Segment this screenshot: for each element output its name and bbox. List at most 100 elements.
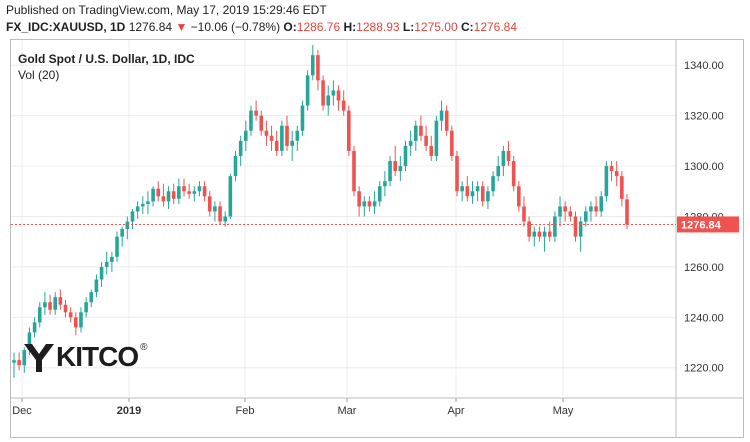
candle-body — [213, 206, 217, 212]
x-tick-label: Feb — [236, 405, 255, 417]
candle-body — [475, 186, 480, 192]
candle-body — [532, 231, 537, 237]
candle-body — [269, 135, 274, 141]
candle-body — [104, 261, 109, 267]
published-line: Published on TradingView.com, May 17, 20… — [6, 3, 327, 17]
candle-body — [424, 135, 428, 146]
candle-body — [511, 161, 516, 187]
candle-body — [99, 266, 104, 280]
candle-body — [115, 236, 119, 257]
candle-body — [413, 125, 418, 141]
candle-body — [274, 140, 279, 151]
candle-body — [187, 191, 191, 194]
candle-body — [347, 110, 351, 151]
candle-body — [197, 186, 202, 192]
candle-body — [609, 166, 614, 172]
candle-body — [207, 196, 212, 212]
candle-body — [439, 110, 444, 121]
candle-body — [352, 150, 356, 192]
y-tick-label: 1260.00 — [684, 262, 724, 274]
candle-body — [161, 196, 166, 202]
candle-body — [547, 231, 552, 237]
candle-body — [522, 206, 526, 222]
candle-body — [125, 221, 130, 230]
candle-body — [110, 256, 114, 262]
candle-body — [480, 186, 485, 202]
candle-body — [32, 322, 37, 333]
candle-body — [321, 80, 325, 106]
candle-body — [434, 120, 439, 156]
candle-body — [22, 350, 27, 366]
candle-body — [486, 191, 490, 202]
candle-body — [362, 201, 367, 207]
candle-body — [367, 201, 372, 207]
candle-body — [450, 130, 454, 156]
candle-body — [491, 176, 495, 192]
candle-body — [280, 125, 284, 151]
x-tick-label: May — [553, 405, 574, 417]
candle-body — [620, 176, 624, 199]
x-tick-label: 2019 — [117, 405, 141, 417]
candle-body — [223, 216, 228, 222]
candle-body — [398, 166, 403, 172]
logo-text: KITCO — [56, 341, 139, 372]
y-tick-label: 1320.00 — [684, 111, 724, 123]
registered-mark: ® — [140, 342, 148, 353]
candle-body — [377, 186, 382, 202]
candle-body — [372, 201, 377, 207]
open-value: 1286.76 — [296, 20, 341, 34]
candle-body — [120, 229, 124, 237]
high-label: H: — [343, 20, 357, 34]
volume-label: Vol (20) — [18, 68, 60, 82]
candle-body — [357, 191, 361, 207]
candle-body — [43, 302, 47, 308]
candle-body — [465, 186, 470, 197]
kitco-emblem-icon — [24, 344, 54, 372]
candle-body — [84, 302, 88, 313]
candle-body — [553, 216, 557, 237]
last-price: 1276.84 — [128, 20, 173, 34]
candle-body — [285, 125, 289, 146]
candle-body — [563, 206, 567, 212]
candle-body — [496, 166, 501, 177]
symbol-label: FX_IDC:XAUUSD, 1D — [6, 20, 126, 34]
candle-body — [166, 191, 171, 202]
candle-body — [53, 297, 58, 310]
candle-body — [460, 186, 464, 192]
candle-body — [17, 360, 21, 366]
candle-body — [583, 211, 588, 222]
candle-body — [589, 206, 593, 212]
candle-body — [506, 150, 511, 162]
candle-body — [599, 196, 604, 212]
candle-body — [310, 55, 315, 76]
candle-body — [58, 297, 63, 305]
candle-body — [68, 312, 73, 318]
candle-body — [12, 360, 16, 363]
candle-body — [27, 332, 32, 351]
candle-body — [455, 155, 459, 192]
x-tick-label: Dec — [12, 405, 32, 417]
candle-body — [244, 130, 248, 141]
x-tick-label: Mar — [338, 405, 357, 417]
candle-body — [316, 55, 320, 81]
candle-body — [594, 206, 598, 212]
candle-body — [383, 181, 387, 187]
x-tick-label: Apr — [447, 405, 464, 417]
candle-body — [89, 292, 94, 303]
candle-body — [537, 231, 542, 237]
candle-body — [249, 110, 253, 131]
candle-body — [305, 75, 310, 106]
price-change: −10.06 (−0.78%) — [190, 20, 281, 34]
candle-body — [259, 115, 264, 131]
close-value: 1276.84 — [473, 20, 518, 34]
y-tick-label: 1340.00 — [684, 60, 724, 72]
candle-body — [192, 191, 197, 194]
kitco-logo: KITCO ® — [22, 340, 147, 374]
candle-body — [74, 317, 78, 328]
high-value: 1288.93 — [356, 20, 400, 34]
candle-body — [403, 145, 408, 167]
candle-body — [130, 211, 135, 222]
candle-body — [578, 221, 583, 237]
candle-body — [388, 161, 392, 182]
